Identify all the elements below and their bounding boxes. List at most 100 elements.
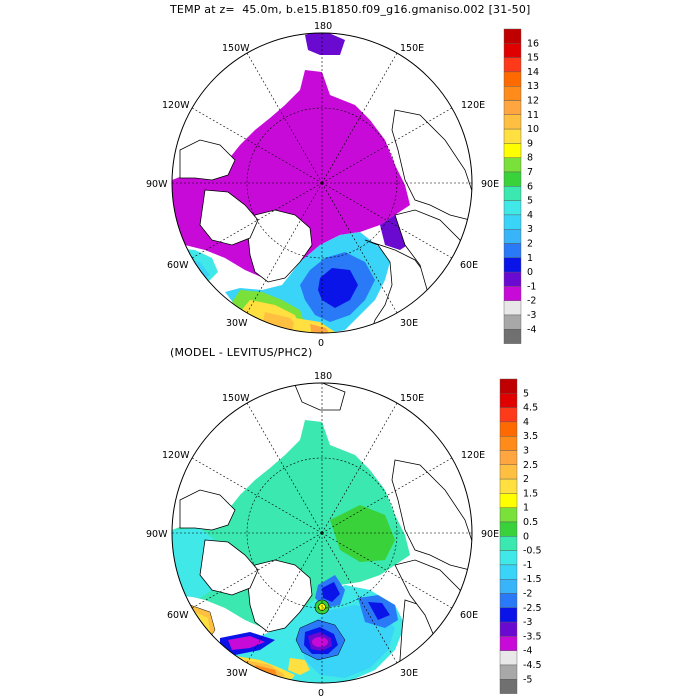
top-colorbar-swatch	[503, 286, 522, 301]
top-colorbar-label: -2	[527, 296, 536, 307]
top-colorbar-label: 0	[527, 267, 533, 278]
greenland-land	[247, 209, 313, 283]
top-label-30e: 30E	[400, 318, 418, 329]
top-colorbar-swatch	[503, 114, 522, 130]
top-colorbar-swatch	[503, 186, 522, 201]
top-label-150e: 150E	[400, 43, 424, 54]
bottom-colorbar-label: -0.5	[523, 546, 542, 557]
top-colorbar-label: 11	[527, 110, 539, 121]
bottom-colorbar-swatch	[499, 407, 518, 423]
top-colorbar-swatch	[503, 28, 522, 44]
top-colorbar-label: 13	[527, 81, 539, 92]
bottom-colorbar-swatch	[499, 378, 518, 394]
bottom-colorbar-label: 2.5	[523, 460, 538, 471]
bottom-panel-title: (MODEL - LEVITUS/PHC2)	[170, 346, 313, 359]
bottom-colorbar-label: -4	[523, 646, 532, 657]
bottom-colorbar-swatch	[499, 664, 518, 680]
top-colorbar-swatch	[503, 128, 522, 144]
bottom-colorbar-label: -3.5	[523, 631, 542, 642]
bottom-colorbar-label: 2	[523, 474, 529, 485]
top-colorbar-label: 5	[527, 196, 533, 207]
top-colorbar-label: 1	[527, 253, 533, 264]
top-colorbar-label: 7	[527, 167, 533, 178]
bottom-colorbar-swatch	[499, 564, 518, 580]
bottom-colorbar-swatch	[499, 650, 518, 666]
bottom-label-180: 180	[314, 371, 332, 382]
top-colorbar-swatch	[503, 214, 522, 230]
bottom-colorbar-swatch	[499, 450, 518, 466]
bottom-colorbar-label: -5	[523, 674, 532, 685]
top-map: 180 150W 150E 120W 120E 90W 90E 60W 60E …	[146, 21, 499, 349]
top-label-90e: 90E	[481, 179, 499, 190]
top-colorbar-swatch	[503, 43, 522, 58]
bottom-colorbar-swatch	[499, 493, 518, 508]
bottom-colorbar-swatch	[499, 421, 518, 437]
bottom-label-120w: 120W	[162, 450, 190, 461]
top-colorbar-swatch	[503, 228, 522, 244]
top-colorbar-label: 4	[527, 210, 533, 221]
bottom-colorbar-swatch	[499, 636, 518, 651]
bottom-colorbar-label: 1	[523, 503, 529, 514]
top-colorbar-swatch	[503, 85, 522, 101]
top-label-150w: 150W	[222, 43, 250, 54]
top-colorbar-label: 2	[527, 239, 533, 250]
bottom-colorbar-label: 0.5	[523, 517, 538, 528]
bottom-colorbar-label: 0	[523, 531, 529, 542]
top-colorbar-label: 3	[527, 224, 533, 235]
bottom-label-90e: 90E	[481, 529, 499, 540]
bottom-colorbar-label: -1.5	[523, 574, 542, 585]
top-colorbar-swatch	[503, 171, 522, 187]
bottom-colorbar-swatch	[499, 679, 518, 694]
bottom-colorbar-label: -3	[523, 617, 532, 628]
top-colorbar-swatch	[503, 157, 522, 173]
top-colorbar-swatch	[503, 314, 522, 330]
top-colorbar-label: 8	[527, 153, 533, 164]
bottom-label-30w: 30W	[226, 668, 248, 679]
top-colorbar-label: 14	[527, 67, 539, 78]
top-label-60w: 60W	[167, 260, 189, 271]
top-label-0: 0	[318, 338, 324, 349]
top-colorbar-swatch	[503, 143, 522, 158]
bottom-colorbar-label: 4.5	[523, 403, 538, 414]
bottom-label-30e: 30E	[400, 668, 418, 679]
greenland-land-bottom	[247, 559, 313, 633]
bottom-label-60e: 60E	[460, 610, 478, 621]
top-colorbar-label: 12	[527, 96, 539, 107]
bottom-colorbar-swatch	[499, 478, 518, 494]
bottom-map: 180 150W 150E 120W 120E 90W 90E 60W 60E …	[146, 371, 499, 699]
top-label-60e: 60E	[460, 260, 478, 271]
bottom-map-boundary	[171, 382, 473, 684]
top-colorbar-swatch	[503, 243, 522, 259]
bottom-colorbar-label: 5	[523, 388, 529, 399]
bottom-colorbar-swatch	[499, 607, 518, 623]
bottom-label-150w: 150W	[222, 393, 250, 404]
top-colorbar-label: 10	[527, 124, 539, 135]
bottom-colorbar-swatch	[499, 621, 518, 637]
top-colorbar-label: 6	[527, 181, 533, 192]
top-colorbar-swatch	[503, 100, 522, 116]
bottom-colorbar-label: 3.5	[523, 431, 538, 442]
top-map-boundary	[171, 32, 473, 334]
bottom-label-150e: 150E	[400, 393, 424, 404]
top-label-120e: 120E	[461, 100, 485, 111]
top-panel-title: TEMP at z= 45.0m, b.e15.B1850.f09_g16.gm…	[170, 3, 531, 16]
top-colorbar-label: -3	[527, 310, 536, 321]
top-colorbar-swatch	[503, 300, 522, 316]
bottom-label-120e: 120E	[461, 450, 485, 461]
bottom-colorbar-swatch	[499, 507, 518, 523]
top-colorbar-label: 15	[527, 53, 539, 64]
top-colorbar-label: 9	[527, 138, 533, 149]
top-colorbar-swatch	[503, 71, 522, 87]
bottom-label-0: 0	[318, 688, 324, 699]
bottom-colorbar-swatch	[499, 521, 518, 537]
bottom-colorbar: 5 4.5 4 3.5 3 2.5 2 1.5 1 0.5 0 -0.5 -1 -1.5 -2 -2.5 -3 -…	[499, 378, 542, 694]
top-label-120w: 120W	[162, 100, 190, 111]
top-colorbar-swatch	[503, 271, 522, 287]
bottom-label-60w: 60W	[167, 610, 189, 621]
top-colorbar-swatch	[503, 329, 522, 344]
bottom-colorbar-swatch	[499, 593, 518, 609]
top-colorbar-swatch	[503, 57, 522, 73]
bottom-colorbar-swatch	[499, 393, 518, 408]
